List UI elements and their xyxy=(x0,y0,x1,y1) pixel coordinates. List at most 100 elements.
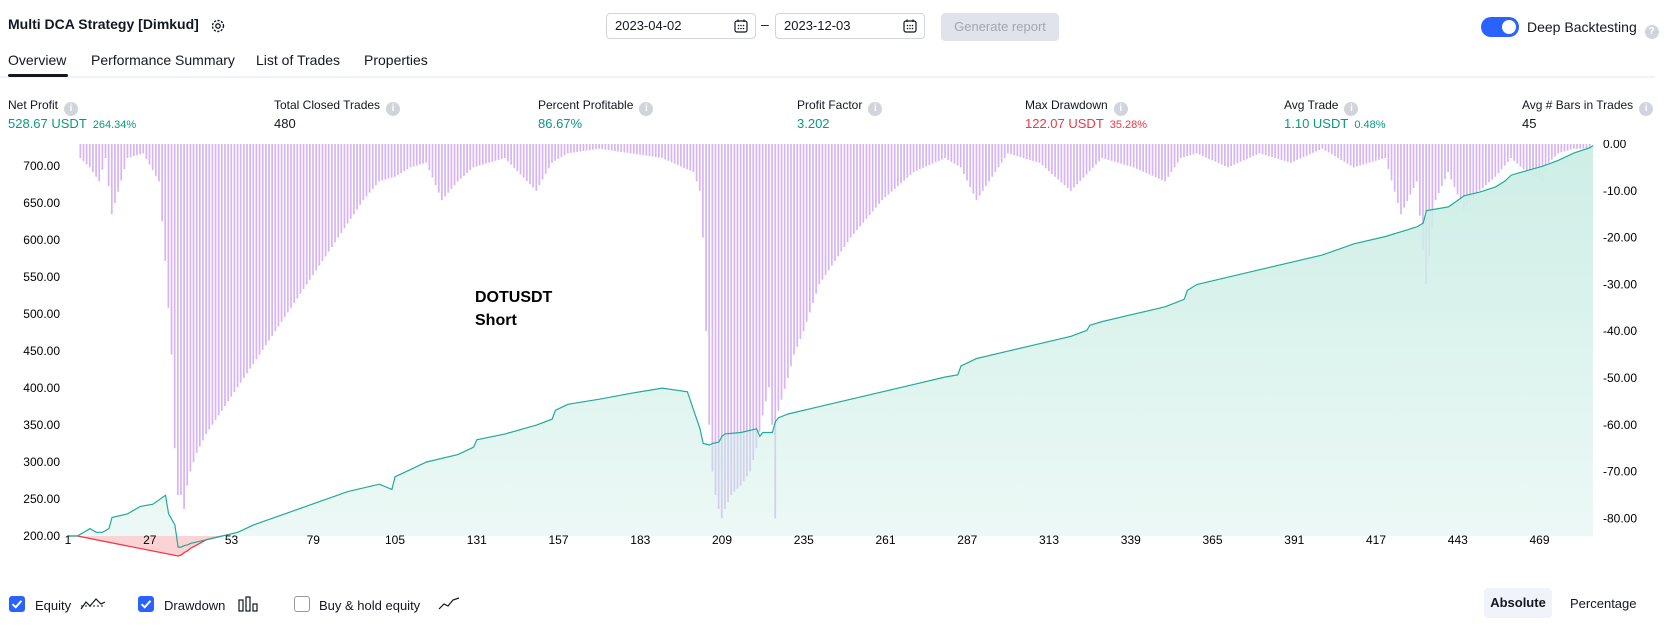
help-icon[interactable]: i xyxy=(386,102,401,116)
y-tick-label-right: -20.00 xyxy=(1603,231,1637,245)
drawdown-bar xyxy=(1057,144,1060,180)
drawdown-bar xyxy=(941,144,943,160)
tab-list-of-trades[interactable]: List of Trades xyxy=(256,52,341,68)
drawdown-bar xyxy=(120,144,123,181)
drawdown-bar xyxy=(695,144,698,182)
drawdown-bar xyxy=(563,144,566,156)
deep-backtesting-toggle[interactable] xyxy=(1481,17,1519,37)
calendar-icon[interactable] xyxy=(903,19,917,33)
drawdown-bar xyxy=(1522,144,1525,170)
stat-label-net-profit: Net Profit i xyxy=(8,98,79,116)
drawdown-bar xyxy=(287,144,289,313)
stat-label-total-closed-trades: Total Closed Trades i xyxy=(274,98,401,116)
stat-label-percent-profitable: Percent Profitable i xyxy=(538,98,654,116)
help-icon[interactable]: i xyxy=(1639,102,1654,116)
help-icon[interactable]: i xyxy=(1344,102,1359,116)
drawdown-bar xyxy=(456,144,459,182)
tab-properties[interactable]: Properties xyxy=(364,52,428,68)
drawdown-bar xyxy=(503,144,506,159)
drawdown-bar xyxy=(397,144,399,175)
drawdown-bar xyxy=(1047,144,1050,172)
y-tick-label-left: 600.00 xyxy=(23,233,60,247)
equity-fill xyxy=(68,145,1593,548)
absolute-button[interactable]: Absolute xyxy=(1484,588,1552,618)
drawdown-bar xyxy=(1192,144,1195,155)
equity-line-icon xyxy=(80,598,106,610)
drawdown-bar xyxy=(1475,144,1478,195)
annotation-direction: Short xyxy=(475,312,517,329)
drawdown-bar xyxy=(1343,144,1346,162)
drawdown-bar xyxy=(274,144,277,332)
drawdown-bar xyxy=(727,144,729,502)
drawdown-bar xyxy=(387,144,390,179)
drawdown-bar xyxy=(1029,144,1031,160)
drawdown-bar xyxy=(576,144,579,152)
y-tick-label-right: -10.00 xyxy=(1603,184,1637,198)
date-to-input[interactable]: 2023-12-03 xyxy=(775,13,925,39)
drawdown-bar xyxy=(371,144,374,189)
equity-checkbox[interactable] xyxy=(9,596,25,612)
drawdown-bar xyxy=(390,144,393,178)
drawdown-bar xyxy=(195,144,198,453)
drawdown-bar xyxy=(1016,144,1019,157)
drawdown-bar xyxy=(805,144,808,322)
drawdown-bar xyxy=(673,144,676,164)
drawdown-bar xyxy=(1576,144,1578,149)
help-icon[interactable]: i xyxy=(868,102,883,116)
drawdown-bar xyxy=(1371,144,1374,162)
drawdown-bar xyxy=(299,144,302,294)
tab-overview[interactable]: Overview xyxy=(8,52,67,68)
drawdown-bar xyxy=(1063,144,1066,186)
equity-drawdown-chart[interactable]: 700.00 650.00 600.00 550.00 500.00 450.00 400.… xyxy=(0,140,1675,560)
help-icon[interactable]: ? xyxy=(1644,25,1659,39)
drawdown-bar xyxy=(1293,144,1295,162)
drawdown-bar xyxy=(554,144,556,161)
generate-report-button[interactable]: Generate report xyxy=(941,13,1059,41)
drawdown-bar xyxy=(569,144,572,153)
drawdown-bar xyxy=(843,144,846,247)
drawdown-bar xyxy=(1582,144,1585,149)
drawdown-bar xyxy=(837,144,839,257)
tab-performance-summary[interactable]: Performance Summary xyxy=(91,52,235,68)
drawdown-bar xyxy=(110,144,113,215)
drawdown-bar xyxy=(1227,144,1229,168)
equity-loss-fill xyxy=(68,536,223,556)
drawdown-bar xyxy=(1271,144,1273,158)
help-icon[interactable]: i xyxy=(1113,102,1128,116)
calendar-icon[interactable] xyxy=(734,19,748,33)
buy-hold-equity-label[interactable]: Buy & hold equity xyxy=(319,598,421,613)
help-icon[interactable]: i xyxy=(64,102,79,116)
drawdown-bar xyxy=(1022,144,1025,159)
drawdown-bar xyxy=(1472,144,1475,199)
drawdown-bar xyxy=(1117,144,1119,163)
help-icon[interactable]: i xyxy=(639,102,654,116)
stat-value-net-profit: 528.67 USDT 264.34% xyxy=(8,116,137,131)
drawdown-bar xyxy=(598,144,601,149)
equity-label[interactable]: Equity xyxy=(35,598,72,613)
drawdown-bar xyxy=(258,144,261,355)
y-tick-label-right: -60.00 xyxy=(1603,418,1637,432)
drawdown-bar xyxy=(1290,144,1292,163)
drawdown-bar xyxy=(963,144,965,174)
drawdown-bar xyxy=(95,144,97,177)
drawdown-bar xyxy=(1113,144,1116,162)
drawdown-bar xyxy=(648,144,651,157)
buy-hold-equity-checkbox[interactable] xyxy=(294,596,310,612)
drawdown-checkbox[interactable] xyxy=(138,596,154,612)
percentage-button[interactable]: Percentage xyxy=(1570,596,1637,611)
drawdown-bar xyxy=(1010,144,1012,155)
drawdown-bar xyxy=(1393,144,1396,192)
drawdown-bar xyxy=(214,144,217,421)
date-from-input[interactable]: 2023-04-02 xyxy=(606,13,756,39)
drawdown-bar xyxy=(1315,144,1317,152)
stat-label-max-drawdown: Max Drawdown i xyxy=(1025,98,1128,116)
gear-icon[interactable] xyxy=(210,18,226,34)
drawdown-bar xyxy=(500,144,503,159)
drawdown-bar xyxy=(1469,144,1471,203)
drawdown-label[interactable]: Drawdown xyxy=(164,598,226,613)
drawdown-bar xyxy=(689,144,692,171)
drawdown-bar xyxy=(290,144,292,308)
drawdown-bar xyxy=(1560,144,1563,153)
drawdown-bar xyxy=(1422,144,1424,251)
drawdown-bar xyxy=(991,144,994,177)
